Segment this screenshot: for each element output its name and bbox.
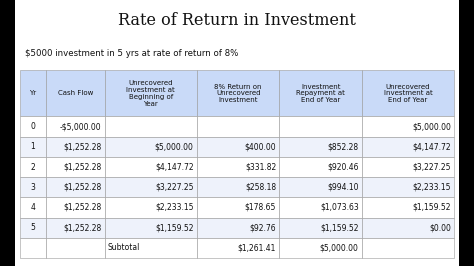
Text: $1,261.41: $1,261.41 [238,243,276,252]
Bar [197,218,280,238]
Text: 4: 4 [30,203,36,212]
Text: $1,252.28: $1,252.28 [64,183,101,192]
Text: $4,147.72: $4,147.72 [412,142,451,151]
Text: Subtotal: Subtotal [107,243,140,252]
Text: Unrecovered
Investment at
Beginning of
Year: Unrecovered Investment at Beginning of Y… [127,80,175,107]
Text: $400.00: $400.00 [245,142,276,151]
Bar [105,238,197,258]
Bar [362,197,454,218]
Text: $1,159.52: $1,159.52 [155,223,193,232]
Bar [0,0,15,266]
Text: $1,159.52: $1,159.52 [320,223,359,232]
Text: $920.46: $920.46 [327,163,359,172]
Text: 5: 5 [30,223,36,232]
Text: $2,233.15: $2,233.15 [412,183,451,192]
Bar [197,70,280,117]
Bar [46,218,105,238]
Bar [20,117,46,137]
Bar [105,197,197,218]
Bar [105,218,197,238]
Bar [46,117,105,137]
Text: $1,252.28: $1,252.28 [64,223,101,232]
Text: $1,073.63: $1,073.63 [320,203,359,212]
Bar [280,117,362,137]
Bar [362,70,454,117]
Bar [105,177,197,197]
Text: Unrecovered
Investment at
End of Year: Unrecovered Investment at End of Year [383,84,432,103]
Bar [197,157,280,177]
Bar [20,157,46,177]
Text: $5000 investment in 5 yrs at rate of return of 8%: $5000 investment in 5 yrs at rate of ret… [25,49,238,58]
Bar [105,117,197,137]
Text: 2: 2 [30,163,35,172]
Bar [280,137,362,157]
Bar [46,177,105,197]
Bar [197,117,280,137]
Bar [362,177,454,197]
Bar [46,137,105,157]
Text: $1,252.28: $1,252.28 [64,142,101,151]
Bar [46,197,105,218]
Text: $5,000.00: $5,000.00 [155,142,193,151]
Bar [197,137,280,157]
Text: $92.76: $92.76 [249,223,276,232]
Bar [20,218,46,238]
Text: $331.82: $331.82 [245,163,276,172]
Bar [280,157,362,177]
Bar [362,218,454,238]
Text: $852.28: $852.28 [328,142,359,151]
Bar [20,70,46,117]
Text: Cash Flow: Cash Flow [58,90,93,97]
Bar [197,177,280,197]
Text: $258.18: $258.18 [245,183,276,192]
Text: 3: 3 [30,183,36,192]
Text: 0: 0 [30,122,36,131]
Bar [46,70,105,117]
Text: Yr: Yr [29,90,36,97]
Text: Rate of Return in Investment: Rate of Return in Investment [118,12,356,29]
Text: $3,227.25: $3,227.25 [155,183,193,192]
Bar [105,137,197,157]
Bar [105,70,197,117]
Bar [105,157,197,177]
Bar [362,137,454,157]
Bar [20,197,46,218]
Text: $178.65: $178.65 [245,203,276,212]
Text: $1,252.28: $1,252.28 [64,163,101,172]
Text: -$5,000.00: -$5,000.00 [60,122,101,131]
Text: 1: 1 [30,142,35,151]
Text: $1,159.52: $1,159.52 [412,203,451,212]
Bar [459,0,474,266]
Text: $994.10: $994.10 [327,183,359,192]
Bar [46,157,105,177]
Bar [280,218,362,238]
Bar [280,238,362,258]
Bar [362,238,454,258]
Bar [362,157,454,177]
Text: $2,233.15: $2,233.15 [155,203,193,212]
Text: $3,227.25: $3,227.25 [412,163,451,172]
Bar [20,137,46,157]
Text: $0.00: $0.00 [429,223,451,232]
Text: $5,000.00: $5,000.00 [320,243,359,252]
Bar [197,238,280,258]
Bar [20,177,46,197]
Bar [197,197,280,218]
Bar [46,238,105,258]
Bar [362,117,454,137]
Text: Investment
Repayment at
End of Year: Investment Repayment at End of Year [296,84,345,103]
Bar [280,197,362,218]
Bar [20,238,46,258]
Bar [280,177,362,197]
Text: $5,000.00: $5,000.00 [412,122,451,131]
Text: 8% Return on
Unrecovered
Investment: 8% Return on Unrecovered Investment [214,84,262,103]
Text: $4,147.72: $4,147.72 [155,163,193,172]
Text: $1,252.28: $1,252.28 [64,203,101,212]
Bar [280,70,362,117]
